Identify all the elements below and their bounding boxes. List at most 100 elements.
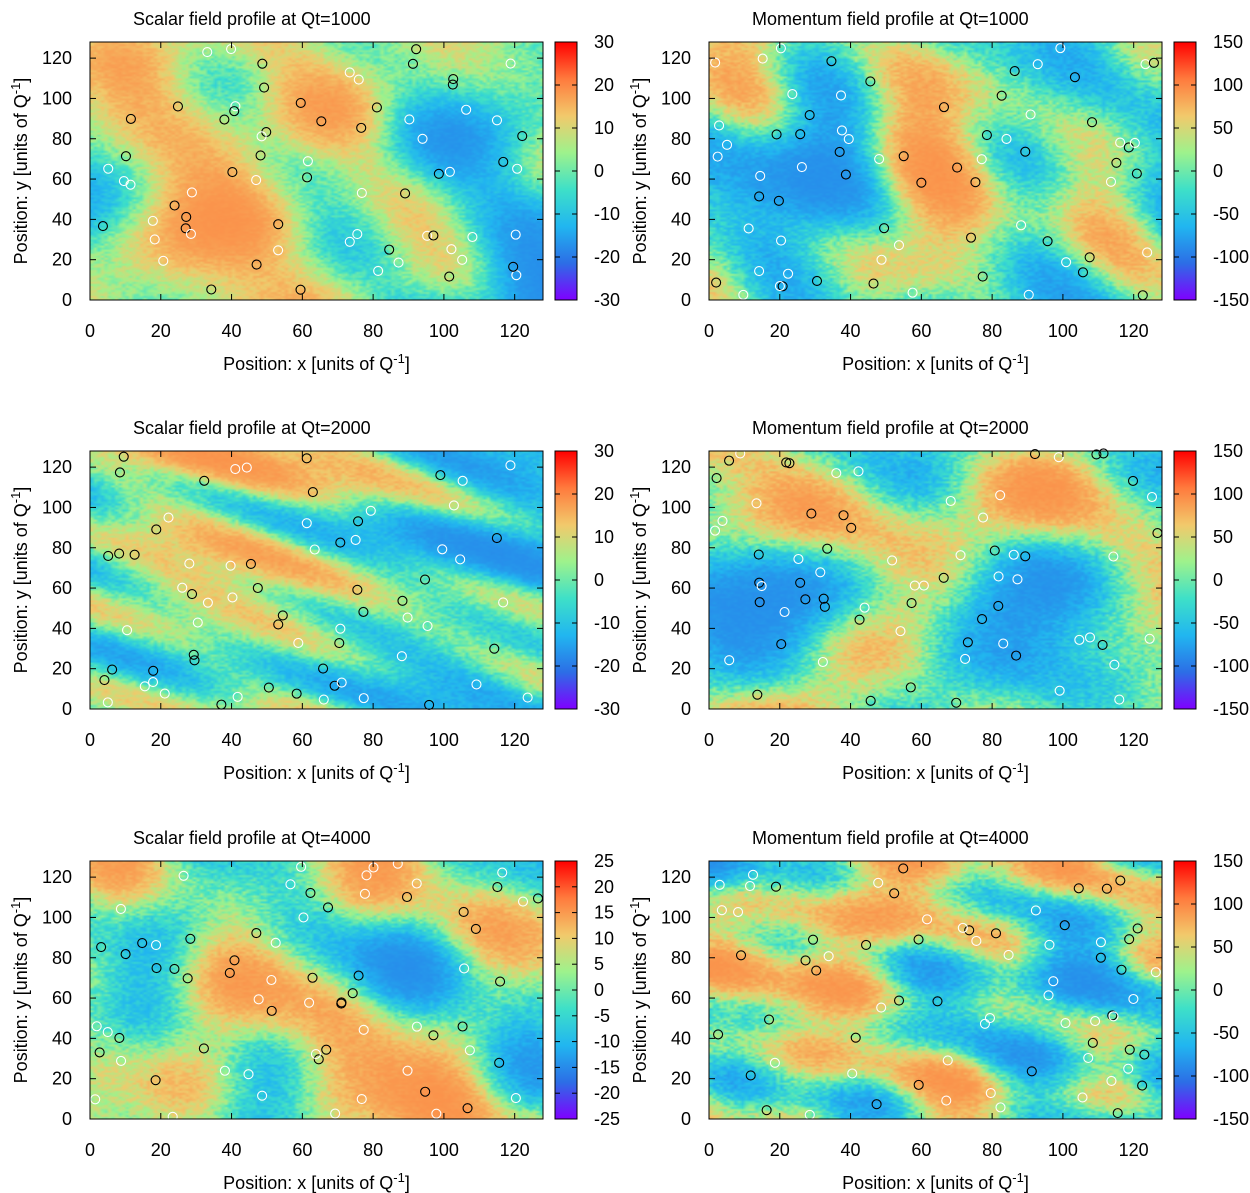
y-tick-label: 60 [52,988,72,1008]
vortex-marker [396,651,407,662]
vortex-marker [163,512,174,523]
vortex-marker [186,187,197,198]
vortex-marker [107,664,118,675]
vortex-marker [188,649,199,660]
vortex-marker [865,695,876,706]
vortex-marker [1107,1010,1118,1021]
vortex-marker [922,914,933,925]
y-tick-label: 80 [671,538,691,558]
vortex-marker [724,455,735,466]
x-tick-label: 120 [1119,730,1149,750]
vortex-marker [139,681,150,692]
vortex-marker [752,689,763,700]
vortex-marker [998,638,1009,649]
vortex-marker [444,166,455,177]
colorbar-tick-label: -50 [1213,1023,1239,1043]
vortex-marker [804,110,815,121]
vortex-marker [230,463,241,475]
x-tick-label: 80 [363,730,383,750]
x-tick-label: 80 [982,1140,1002,1160]
vortex-marker [951,697,962,708]
vortex-marker [811,965,822,976]
vortex-marker [243,1069,254,1080]
vortex-marker [219,1065,230,1076]
y-axis-label: Position: y [units of Q-1] [627,78,650,265]
vortex-marker [185,228,196,239]
y-tick-label: 40 [671,1028,691,1048]
vortex-marker [147,677,159,688]
vortex-marker [356,1094,367,1105]
vortex-marker [94,1047,105,1058]
vortex-marker [711,277,722,288]
vortex-marker [491,533,502,544]
vortex-marker [401,891,413,903]
vortex-marker [169,963,180,975]
vortex-marker [1150,967,1161,978]
vortex-marker [344,67,355,78]
vortex-marker [1053,452,1064,463]
vortex-marker [957,922,968,933]
vortex-marker [462,1103,473,1114]
x-tick-label: 60 [292,730,312,750]
x-tick-label: 80 [982,321,1002,341]
vortex-marker [151,962,162,974]
vortex-marker [122,625,133,636]
vortex-marker [774,281,785,292]
colorbar-tick-label: -150 [1213,1109,1249,1129]
vortex-marker [716,905,727,916]
vortex-marker [1023,289,1034,300]
panel-title: Scalar field profile at Qt=1000 [133,9,371,29]
vortex-marker [517,130,528,142]
vortex-marker [512,163,523,174]
vortex-marker [1097,639,1108,651]
vortex-marker [114,548,125,559]
vortex-marker [492,881,503,893]
x-tick-label: 80 [982,730,1002,750]
x-tick-label: 120 [1119,1140,1149,1160]
heatmap-image [709,451,1162,709]
vortex-marker [1077,1092,1088,1103]
x-tick-label: 0 [85,730,95,750]
vortex-marker [876,1002,887,1013]
vortex-marker [847,1068,858,1079]
colorbar-tick-label: 0 [594,980,604,1000]
vortex-marker [118,451,129,462]
vortex-marker [353,74,364,85]
vortex-marker [795,577,806,588]
vortex-marker [510,1093,521,1104]
vortex-marker [296,861,307,872]
panel-6: 0 20 40 60 80 100 120 0 20 40 60 80 100 120 Momentum f… [627,828,1249,1193]
vortex-marker [1061,257,1072,268]
vortex-marker [932,996,943,1007]
vortex-marker [1124,934,1135,945]
vortex-marker [1074,634,1085,645]
vortex-marker [185,933,196,944]
vortex-marker [761,1105,772,1116]
vortex-marker [402,1065,413,1076]
x-tick-label: 0 [85,321,95,341]
vortex-marker [457,254,468,265]
y-tick-label: 20 [52,659,72,679]
vortex-marker [298,912,309,923]
vortex-marker [1084,252,1095,263]
y-tick-label: 40 [52,209,72,229]
colorbar-tick-label: 25 [594,851,614,871]
vortex-marker [850,1032,861,1043]
vortex-marker [329,680,340,691]
y-tick-label: 40 [671,209,691,229]
y-tick-label: 100 [42,88,72,108]
vortex-marker [909,580,920,591]
x-tick-label: 60 [911,1140,931,1160]
vortex-marker [800,955,811,966]
x-axis-label: Position: x [units of Q-1] [842,351,1029,374]
vortex-marker [411,878,422,889]
y-tick-label: 0 [681,290,691,310]
vortex-marker [977,613,988,625]
vortex-marker [508,261,519,272]
vortex-marker [241,462,252,473]
vortex-marker [793,553,804,565]
vortex-marker [770,881,782,892]
x-tick-label: 100 [429,730,459,750]
vortex-marker [871,1099,882,1110]
